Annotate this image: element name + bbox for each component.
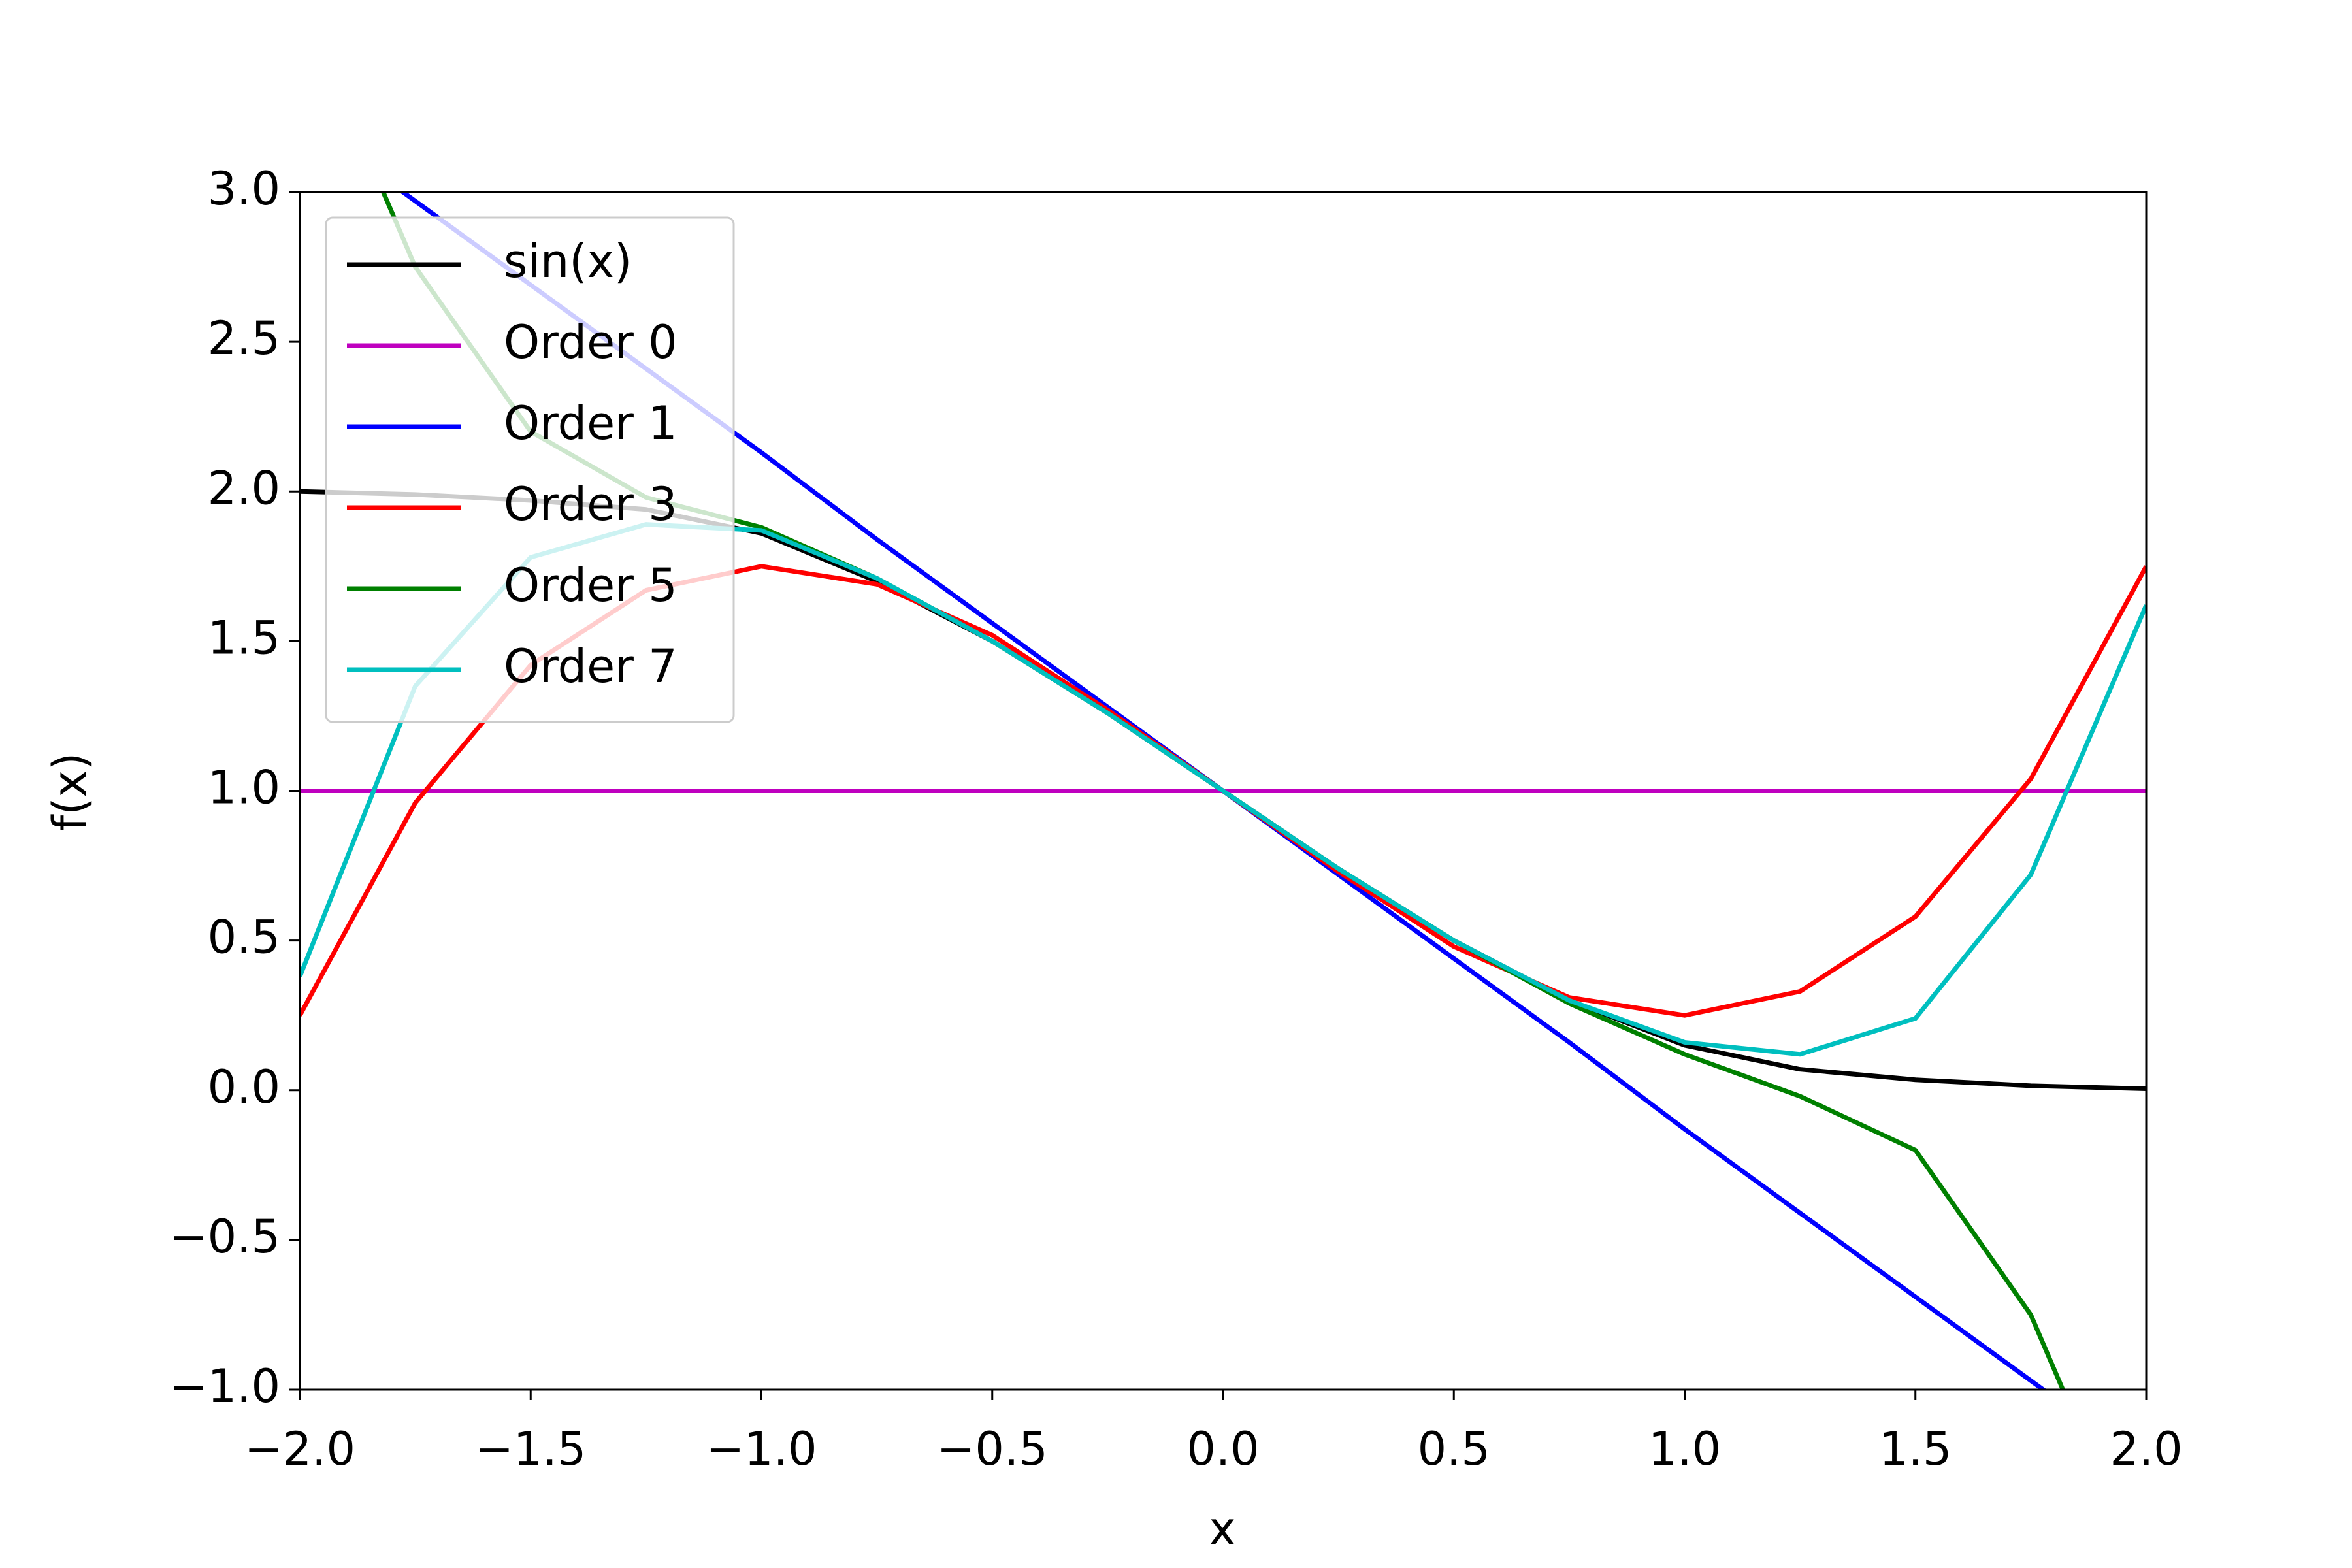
y-tick-label: 2.5 xyxy=(208,312,280,365)
legend-label: Order 5 xyxy=(504,559,678,612)
x-tick-label: 0.5 xyxy=(1418,1422,1490,1476)
legend-label: Order 3 xyxy=(504,478,678,531)
y-tick-label: 0.5 xyxy=(208,911,280,964)
legend-label: Order 7 xyxy=(504,640,678,693)
y-tick-label: −0.5 xyxy=(169,1210,280,1264)
y-tick-label: −1.0 xyxy=(169,1360,280,1413)
x-tick-label: −1.0 xyxy=(706,1422,817,1476)
x-tick-label: 0.0 xyxy=(1186,1422,1259,1476)
x-tick-label: 2.0 xyxy=(2110,1422,2182,1476)
y-tick-label: 2.0 xyxy=(208,461,280,515)
x-tick-label: −1.5 xyxy=(475,1422,586,1476)
x-tick-label: 1.0 xyxy=(1648,1422,1721,1476)
x-axis-label: x xyxy=(1209,1502,1235,1556)
legend: sin(x) Order 0 Order 1 Order 3 Order 5 Order … xyxy=(325,216,735,723)
legend-label: Order 1 xyxy=(504,397,678,450)
legend-label: Order 0 xyxy=(504,316,678,369)
legend-label: sin(x) xyxy=(504,235,632,288)
y-axis-label: f(x) xyxy=(43,753,97,832)
x-tick-label: −2.0 xyxy=(244,1422,355,1476)
y-tick-label: 0.0 xyxy=(208,1060,280,1114)
y-tick-label: 3.0 xyxy=(208,162,280,216)
x-tick-label: 1.5 xyxy=(1879,1422,1952,1476)
x-tick-label: −0.5 xyxy=(937,1422,1048,1476)
y-tick-label: 1.5 xyxy=(208,611,280,664)
y-tick-label: 1.0 xyxy=(208,761,280,815)
